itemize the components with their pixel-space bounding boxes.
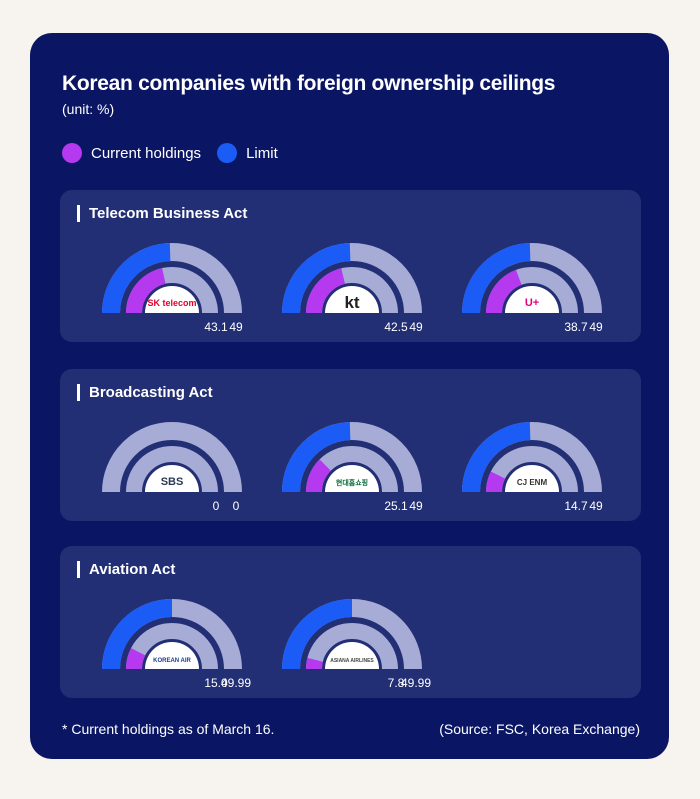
current-holdings-label: 43.1 (204, 320, 228, 334)
current-holdings-label: 14.7 (564, 499, 588, 513)
limit-arc (282, 422, 351, 493)
current-holdings-label: 25.1 (384, 499, 408, 513)
holdings-arc (486, 471, 506, 493)
limit-label: 0 (233, 499, 240, 513)
panel-aviation: Aviation Act (60, 546, 641, 698)
holdings-arc (306, 268, 346, 314)
limit-label: 49 (229, 320, 243, 334)
limit-label: 49 (589, 499, 603, 513)
legend-label-limit: Limit (246, 144, 278, 162)
gauge-lg-u-: U+ 38.7 49 (462, 243, 603, 334)
holdings-arc (126, 268, 166, 314)
limit-label: 49.99 (401, 676, 431, 690)
panel-title-text: Aviation Act (89, 561, 176, 578)
limit-track (102, 422, 242, 493)
current-holdings-label: 0 (213, 499, 220, 513)
current-holdings-label: 42.5 (384, 320, 408, 334)
unit-label: (unit: %) (62, 101, 115, 117)
company-logo: ASIANA AIRLINES (330, 658, 374, 664)
limit-arc (462, 422, 531, 493)
current-holdings-label: 15.0 (204, 676, 228, 690)
gauge-sbs: SBS 0 0 (102, 422, 242, 513)
panel-title-marker (77, 384, 80, 401)
company-logo: KOREAN AIR (153, 658, 191, 664)
limit-label: 49.99 (221, 676, 251, 690)
panel-title-text: Telecom Business Act (89, 205, 248, 222)
legend-item-limit: Limit (217, 143, 278, 163)
logo-background (145, 642, 199, 669)
current-holdings-label: 7.8 (388, 676, 405, 690)
limit-arc (282, 599, 353, 670)
limit-label: 49 (409, 499, 423, 513)
gauge-cj-enm: CJ ENM 14.7 49 (462, 422, 603, 513)
panel-title-aviation: Aviation Act (77, 561, 175, 578)
logo-background (505, 465, 559, 492)
gauge-korean-air: KOREAN AIR 15.049.99 (102, 599, 251, 690)
panel-title-text: Broadcasting Act (89, 384, 213, 401)
limit-label: 49 (409, 320, 423, 334)
holdings-arc (126, 648, 146, 670)
panel-broadcasting: Broadcasting Act (60, 369, 641, 521)
source-note: (Source: FSC, Korea Exchange) (439, 721, 640, 737)
holdings-track (126, 446, 218, 493)
limit-arc (102, 243, 171, 314)
limit-arc (282, 243, 351, 314)
gauge-kt: kt 42.5 49 (282, 243, 423, 334)
holdings-track (306, 623, 398, 670)
logo-background (145, 465, 199, 492)
gauge-hyundai-home-shopping: 현대홈쇼핑 25.1 49 (282, 422, 423, 513)
gauge-sk-telecom: SK telecom 43.1 49 (102, 243, 243, 334)
limit-label: 49 (589, 320, 603, 334)
holdings-arc (306, 657, 323, 670)
legend-label-current: Current holdings (91, 144, 202, 162)
logo-background (325, 286, 379, 313)
holdings-arc (486, 269, 523, 314)
panel-title-marker (77, 205, 80, 222)
company-logo: kt (344, 293, 359, 312)
company-logo: U+ (525, 297, 539, 309)
limit-arc (462, 243, 531, 314)
logo-background (325, 642, 379, 669)
current-holdings-label: 38.7 (564, 320, 588, 334)
panel-title-marker (77, 561, 80, 578)
company-logo: SBS (161, 476, 184, 488)
panel-title-telecom: Telecom Business Act (77, 205, 247, 222)
panel-title-broadcasting: Broadcasting Act (77, 384, 213, 401)
holdings-arc (306, 459, 332, 493)
logo-background (145, 286, 199, 313)
logo-background (325, 465, 379, 492)
legend-swatch-limit (217, 143, 238, 163)
footnote: * Current holdings as of March 16. (62, 721, 275, 737)
limit-arc (102, 599, 173, 670)
gauge-asiana-airlines: ASIANA AIRLINES 7.849.99 (282, 599, 431, 690)
legend-item-current: Current holdings (62, 143, 201, 163)
company-logo: 현대홈쇼핑 (336, 478, 368, 487)
legend: Current holdings Limit (62, 143, 294, 163)
chart-title: Korean companies with foreign ownership … (62, 72, 556, 95)
logo-background (505, 286, 559, 313)
panel-telecom: Telecom Business Act (60, 190, 641, 342)
company-logo: SK telecom (147, 298, 196, 308)
legend-swatch-current (62, 143, 82, 163)
company-logo: CJ ENM (517, 478, 548, 487)
